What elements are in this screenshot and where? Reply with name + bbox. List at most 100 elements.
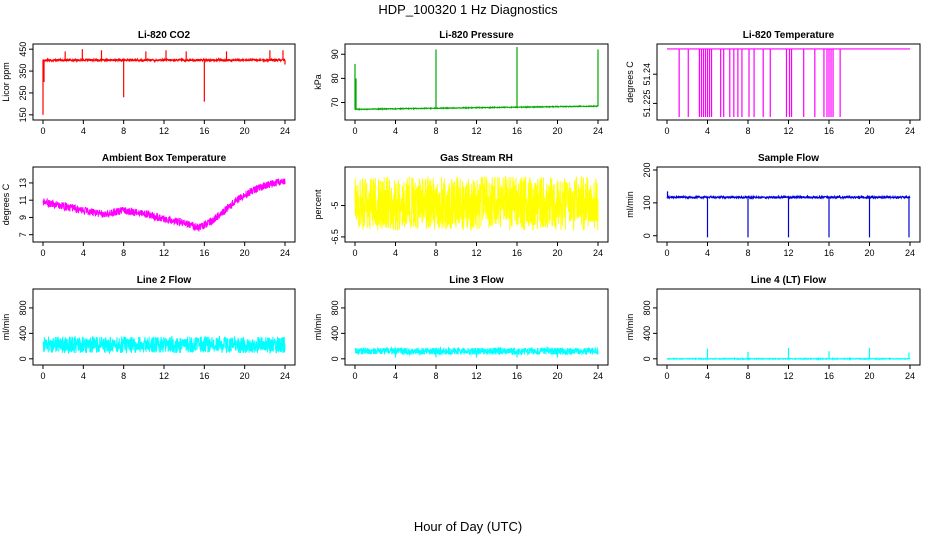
x-tick-label: 24 — [593, 248, 603, 258]
x-tick-label: 0 — [664, 371, 669, 381]
y-tick-label: 11 — [18, 196, 28, 205]
y-tick-label: 800 — [642, 300, 652, 315]
x-tick-label: 20 — [240, 248, 250, 258]
x-tick-label: 0 — [664, 248, 669, 258]
series-trace — [42, 335, 286, 355]
x-tick-label: 24 — [593, 126, 603, 136]
x-tick-label: 8 — [745, 371, 750, 381]
x-tick-label: 24 — [905, 371, 915, 381]
x-tick-label: 20 — [864, 248, 874, 258]
panel-ylabel: ml/min — [1, 314, 11, 341]
x-tick-label: 24 — [593, 371, 603, 381]
x-tick-label: 20 — [552, 126, 562, 136]
y-tick-label: 51.225 — [642, 90, 652, 118]
panel-9: 0 4 8 12 16 20 24 0 400 800 Line 4 (LT) Flow ml/min — [625, 275, 921, 381]
panel-5: 0 4 8 12 16 20 24 -6.5 -5 Gas Stream RH percent — [313, 153, 609, 258]
y-tick-label: 0 — [18, 356, 28, 361]
x-tick-label: 24 — [905, 248, 915, 258]
panel-title: Li-820 Temperature — [743, 30, 835, 41]
y-tick-label: 13 — [18, 178, 28, 188]
panel-2: 0 4 8 12 16 20 24 70 80 90 Li-820 Pressure kPa — [313, 30, 609, 136]
x-tick-label: 4 — [393, 248, 398, 258]
x-tick-label: 16 — [199, 248, 209, 258]
y-tick-label: 800 — [330, 300, 340, 315]
x-tick-label: 20 — [552, 371, 562, 381]
x-tick-label: 16 — [512, 248, 522, 258]
x-tick-label: 16 — [512, 371, 522, 381]
series-trace — [42, 178, 286, 232]
y-tick-label: -6.5 — [330, 229, 340, 245]
x-tick-label: 20 — [864, 371, 874, 381]
y-tick-label: 51.24 — [642, 63, 652, 86]
x-tick-label: 4 — [705, 248, 710, 258]
series-trace — [42, 57, 286, 64]
x-tick-label: 8 — [745, 248, 750, 258]
x-tick-label: 4 — [393, 126, 398, 136]
y-tick-label: 7 — [18, 232, 28, 237]
y-tick-label: 90 — [330, 49, 340, 59]
series-trace — [354, 175, 599, 231]
y-tick-label: 200 — [642, 162, 652, 177]
x-tick-label: 8 — [121, 248, 126, 258]
plot-frame — [32, 288, 296, 366]
x-tick-label: 0 — [40, 371, 45, 381]
x-tick-label: 0 — [40, 248, 45, 258]
y-tick-label: 70 — [330, 98, 340, 108]
x-tick-label: 4 — [393, 371, 398, 381]
y-tick-label: 400 — [330, 326, 340, 341]
figure-title: HDP_100320 1 Hz Diagnostics — [378, 2, 558, 17]
panel-ylabel: ml/min — [625, 314, 635, 341]
x-tick-label: 4 — [705, 126, 710, 136]
panel-3: 0 4 8 12 16 20 24 51.225 51.24 Li-820 Temperature… — [625, 30, 921, 136]
x-tick-label: 20 — [240, 371, 250, 381]
panel-title: Li-820 CO2 — [138, 30, 191, 41]
x-tick-label: 12 — [783, 126, 793, 136]
x-tick-label: 0 — [352, 126, 357, 136]
x-tick-label: 16 — [824, 248, 834, 258]
panel-ylabel: kPa — [313, 74, 323, 90]
panel-ylabel: degrees C — [625, 61, 635, 103]
x-tick-label: 8 — [433, 126, 438, 136]
x-tick-label: 12 — [471, 126, 481, 136]
x-tick-label: 4 — [705, 371, 710, 381]
y-tick-label: 80 — [330, 73, 340, 83]
x-tick-label: 4 — [81, 248, 86, 258]
y-tick-label: 250 — [18, 85, 28, 100]
x-tick-label: 8 — [121, 126, 126, 136]
y-tick-label: 350 — [18, 64, 28, 79]
x-tick-label: 24 — [905, 126, 915, 136]
y-tick-label: 400 — [18, 326, 28, 341]
panel-4: 0 4 8 12 16 20 24 7 9 11 13 Ambient Box Temperature… — [1, 153, 296, 258]
x-tick-label: 0 — [352, 371, 357, 381]
x-tick-label: 24 — [280, 126, 290, 136]
panel-7: 0 4 8 12 16 20 24 0 400 800 Line 2 Flow ml/min — [1, 275, 296, 381]
x-tick-label: 12 — [471, 248, 481, 258]
x-tick-label: 16 — [512, 126, 522, 136]
y-tick-label: 800 — [18, 300, 28, 315]
panel-title: Line 4 (LT) Flow — [751, 275, 827, 286]
series-trace — [354, 104, 599, 112]
x-tick-label: 8 — [433, 248, 438, 258]
panel-title: Ambient Box Temperature — [102, 153, 227, 164]
x-tick-label: 20 — [864, 126, 874, 136]
y-tick-label: 100 — [642, 195, 652, 210]
panel-8: 0 4 8 12 16 20 24 0 400 800 Line 3 Flow ml/min — [313, 275, 609, 381]
panel-6: 0 4 8 12 16 20 24 0 100 200 Sample Flow ml/min — [625, 153, 921, 258]
x-tick-label: 4 — [81, 371, 86, 381]
x-tick-label: 0 — [40, 126, 45, 136]
x-tick-label: 20 — [552, 248, 562, 258]
x-tick-label: 8 — [433, 371, 438, 381]
x-tick-label: 8 — [745, 126, 750, 136]
panel-title: Line 2 Flow — [137, 275, 192, 286]
x-tick-label: 24 — [280, 371, 290, 381]
y-tick-label: -5 — [330, 202, 340, 210]
panel-ylabel: Licor ppm — [1, 62, 11, 102]
y-tick-label: 400 — [642, 326, 652, 341]
x-tick-label: 16 — [824, 126, 834, 136]
panel-title: Line 3 Flow — [449, 275, 504, 286]
x-tick-label: 12 — [783, 371, 793, 381]
panel-title: Gas Stream RH — [440, 153, 513, 164]
x-tick-label: 12 — [471, 371, 481, 381]
plot-frame — [32, 43, 296, 121]
